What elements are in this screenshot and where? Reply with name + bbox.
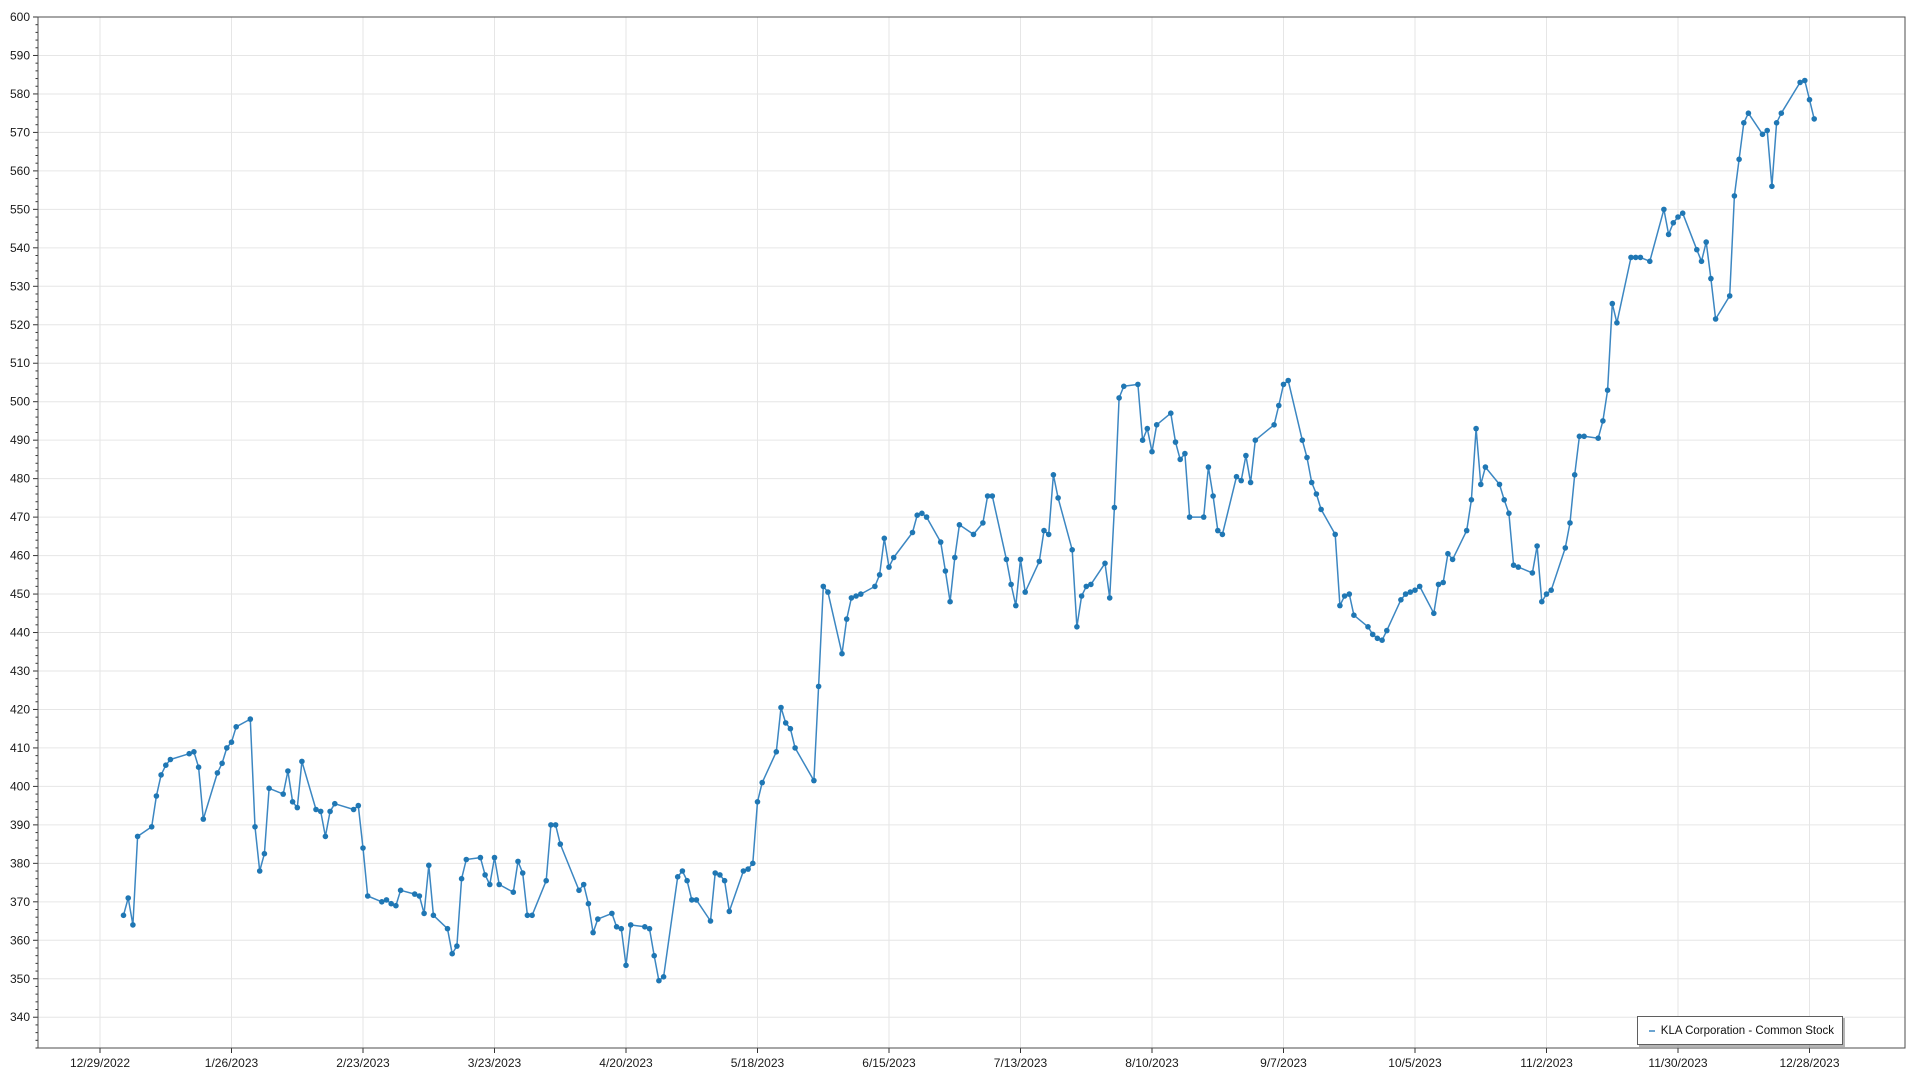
x-tick-label: 3/23/2023 bbox=[468, 1056, 522, 1070]
y-tick-label: 500 bbox=[10, 395, 30, 409]
x-tick-label: 12/28/2023 bbox=[1779, 1056, 1839, 1070]
x-tick-label: 2/23/2023 bbox=[336, 1056, 390, 1070]
x-tick-label: 10/5/2023 bbox=[1388, 1056, 1442, 1070]
legend: KLA Corporation - Common Stock bbox=[1637, 1016, 1843, 1045]
legend-line-marker-icon bbox=[1649, 1029, 1655, 1032]
y-tick-label: 570 bbox=[10, 125, 30, 139]
gridlines bbox=[38, 16, 1905, 1048]
x-tick-label: 7/13/2023 bbox=[994, 1056, 1048, 1070]
y-tick-label: 590 bbox=[10, 48, 30, 62]
x-tick-label: 4/20/2023 bbox=[599, 1056, 653, 1070]
y-tick-label: 400 bbox=[10, 779, 30, 793]
y-tick-label: 350 bbox=[10, 972, 30, 986]
y-tick-label: 480 bbox=[10, 472, 30, 486]
y-tick-label: 510 bbox=[10, 356, 30, 370]
y-tick-label: 530 bbox=[10, 279, 30, 293]
x-tick-label: 12/29/2022 bbox=[70, 1056, 130, 1070]
y-tick-label: 370 bbox=[10, 895, 30, 909]
x-axis-ticks bbox=[99, 1048, 1810, 1053]
legend-label: KLA Corporation - Common Stock bbox=[1660, 1024, 1834, 1037]
y-tick-label: 560 bbox=[10, 164, 30, 178]
y-axis-labels: 340 350 360 370 380 390 400 410 420 430 440 450 460 4… bbox=[10, 10, 30, 1024]
x-axis-labels: 12/29/2022 1/26/2023 2/23/2023 3/23/2023 4/2… bbox=[70, 1056, 1840, 1070]
x-tick-label: 11/2/2023 bbox=[1520, 1056, 1573, 1070]
y-tick-label: 540 bbox=[10, 241, 30, 255]
x-tick-label: 11/30/2023 bbox=[1648, 1056, 1707, 1070]
price-markers bbox=[120, 77, 1817, 984]
x-tick-label: 1/26/2023 bbox=[205, 1056, 259, 1070]
y-tick-label: 410 bbox=[10, 741, 30, 755]
y-tick-label: 380 bbox=[10, 856, 30, 870]
x-tick-label: 5/18/2023 bbox=[731, 1056, 785, 1070]
y-tick-label: 420 bbox=[10, 702, 30, 716]
y-tick-label: 430 bbox=[10, 664, 30, 678]
y-tick-label: 550 bbox=[10, 202, 30, 216]
price-line bbox=[122, 79, 1815, 982]
y-tick-label: 600 bbox=[10, 10, 30, 24]
x-tick-label: 6/15/2023 bbox=[862, 1056, 916, 1070]
y-tick-label: 490 bbox=[10, 433, 30, 447]
plot-border bbox=[37, 16, 1906, 1049]
y-tick-label: 460 bbox=[10, 549, 30, 563]
y-tick-label: 580 bbox=[10, 87, 30, 101]
x-tick-label: 9/7/2023 bbox=[1260, 1056, 1307, 1070]
y-tick-label: 360 bbox=[10, 933, 30, 947]
y-tick-label: 520 bbox=[10, 318, 30, 332]
y-tick-label: 390 bbox=[10, 818, 30, 832]
y-tick-label: 470 bbox=[10, 510, 30, 524]
y-tick-label: 440 bbox=[10, 626, 30, 640]
y-tick-label: 340 bbox=[10, 1010, 30, 1024]
y-tick-label: 450 bbox=[10, 587, 30, 601]
x-tick-label: 8/10/2023 bbox=[1125, 1056, 1179, 1070]
